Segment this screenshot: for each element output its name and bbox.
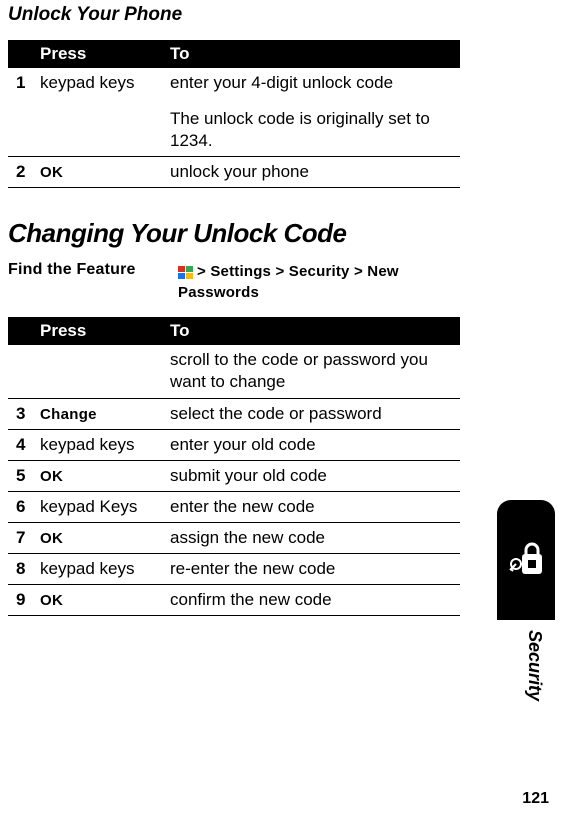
row-num: 3: [8, 398, 34, 429]
row-num: 5: [8, 460, 34, 491]
row-press: keypad keys: [34, 68, 164, 98]
change-code-table: Press To scroll to the code or password …: [8, 317, 460, 616]
table-row: 4 keypad keys enter your old code: [8, 429, 460, 460]
row-to-extra: The unlock code is originally set to 123…: [164, 98, 460, 157]
row-to: enter the new code: [164, 491, 460, 522]
table1-header-num: [8, 40, 34, 68]
row-press: Change: [34, 398, 164, 429]
row-num: 4: [8, 429, 34, 460]
row-press: keypad keys: [34, 429, 164, 460]
row-num: 1: [8, 68, 34, 98]
table-row: 2 OK unlock your phone: [8, 157, 460, 188]
row-to: enter your old code: [164, 429, 460, 460]
table-row: 9 OK confirm the new code: [8, 585, 460, 616]
row-to: scroll to the code or password you want …: [164, 345, 460, 398]
side-section-label: Security: [524, 630, 545, 701]
lock-key-icon: [508, 540, 544, 576]
table-row: 3 Change select the code or password: [8, 398, 460, 429]
row-to: select the code or password: [164, 398, 460, 429]
table-row: 5 OK submit your old code: [8, 460, 460, 491]
row-press: OK: [34, 585, 164, 616]
section-heading: Changing Your Unlock Code: [8, 218, 460, 249]
table-row: 1 keypad keys enter your 4-digit unlock …: [8, 68, 460, 98]
section-subtitle: Unlock Your Phone: [8, 4, 460, 26]
row-press: [34, 345, 164, 398]
row-press: OK: [34, 460, 164, 491]
table-row: 8 keypad keys re-enter the new code: [8, 554, 460, 585]
find-feature-path: > Settings > Security > New Passwords: [178, 261, 460, 303]
table2-header-to: To: [164, 317, 460, 345]
table-row: 7 OK assign the new code: [8, 522, 460, 553]
row-press: keypad keys: [34, 554, 164, 585]
row-press: keypad Keys: [34, 491, 164, 522]
menu-icon: [178, 265, 194, 279]
table2-header-num: [8, 317, 34, 345]
row-press: OK: [34, 157, 164, 188]
table1-header-to: To: [164, 40, 460, 68]
find-feature: Find the Feature > Settings > Security >…: [8, 261, 460, 303]
row-num: 9: [8, 585, 34, 616]
row-press: OK: [34, 522, 164, 553]
row-num: 7: [8, 522, 34, 553]
table1-header-press: Press: [34, 40, 164, 68]
row-num: 8: [8, 554, 34, 585]
table-row: The unlock code is originally set to 123…: [8, 98, 460, 157]
row-num: [8, 98, 34, 157]
table-row: 6 keypad Keys enter the new code: [8, 491, 460, 522]
row-to: enter your 4-digit unlock code: [164, 68, 460, 98]
row-num: 2: [8, 157, 34, 188]
page-number: 121: [522, 790, 549, 808]
side-tab: [497, 500, 555, 620]
row-num: [8, 345, 34, 398]
row-to: confirm the new code: [164, 585, 460, 616]
table-row: scroll to the code or password you want …: [8, 345, 460, 398]
row-to: submit your old code: [164, 460, 460, 491]
unlock-phone-table: Press To 1 keypad keys enter your 4-digi…: [8, 40, 460, 188]
find-feature-label: Find the Feature: [8, 261, 178, 303]
row-to: re-enter the new code: [164, 554, 460, 585]
row-num: 6: [8, 491, 34, 522]
row-press: [34, 98, 164, 157]
row-to: assign the new code: [164, 522, 460, 553]
row-to: unlock your phone: [164, 157, 460, 188]
table2-header-press: Press: [34, 317, 164, 345]
